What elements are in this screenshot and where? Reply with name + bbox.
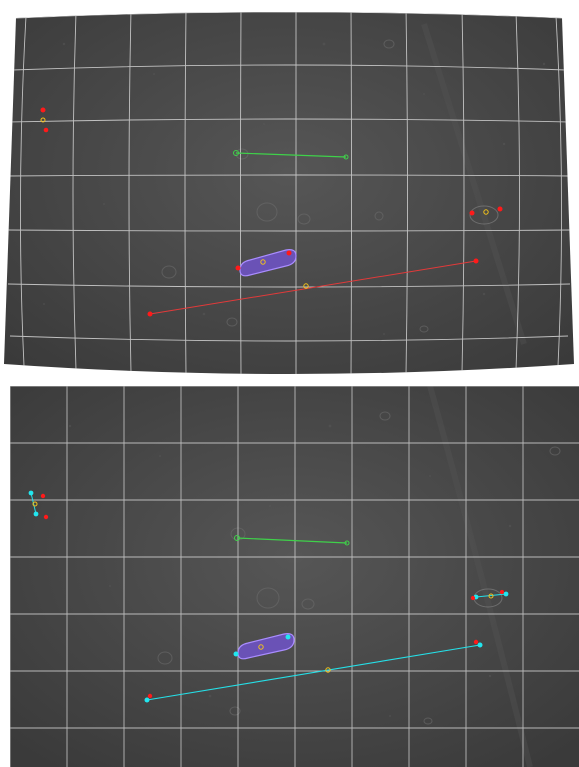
target-right[interactable] bbox=[470, 588, 509, 608]
keypoint-marker-icon bbox=[503, 591, 509, 597]
keypoint-marker-icon bbox=[43, 127, 49, 133]
keypoint-marker-icon bbox=[147, 311, 153, 317]
calibration-grid-distorted bbox=[6, 12, 572, 374]
floor-speckle bbox=[68, 424, 512, 717]
keypoint-marker-icon bbox=[470, 595, 476, 601]
measurement-line-cyan bbox=[144, 639, 483, 703]
keypoint-marker-icon bbox=[477, 642, 483, 648]
keypoint-marker-icon bbox=[469, 210, 475, 216]
floor-surface bbox=[10, 386, 579, 767]
target-left[interactable] bbox=[40, 107, 49, 133]
centroid-icon bbox=[325, 667, 331, 673]
object-capsule-icon[interactable] bbox=[233, 633, 295, 660]
keypoint-marker-icon bbox=[40, 107, 46, 113]
centroid-icon bbox=[483, 209, 489, 215]
target-left[interactable] bbox=[28, 490, 49, 520]
keypoint-marker-icon bbox=[285, 634, 291, 640]
keypoint-marker-icon bbox=[473, 639, 479, 645]
keypoint-marker-icon bbox=[473, 258, 479, 264]
keypoint-marker-icon bbox=[40, 493, 46, 499]
keypoint-marker-icon bbox=[144, 697, 150, 703]
keypoint-marker-icon bbox=[233, 651, 239, 657]
floor-speckle bbox=[43, 42, 546, 335]
keypoint-marker-icon bbox=[235, 265, 241, 271]
keypoint-marker-icon bbox=[28, 490, 34, 496]
keypoint-marker-icon bbox=[33, 511, 39, 517]
undistorted-camera-canvas bbox=[10, 386, 579, 767]
keypoint-marker-icon bbox=[497, 206, 503, 212]
target-right[interactable] bbox=[469, 205, 503, 225]
measurement-line-red bbox=[147, 258, 479, 317]
floor-streak bbox=[427, 386, 533, 767]
undistorted-camera-panel bbox=[10, 386, 579, 767]
centroid-icon bbox=[488, 593, 494, 599]
calibration-grid-undistorted bbox=[10, 386, 579, 767]
guide-line-green bbox=[234, 535, 350, 546]
object-capsule-icon[interactable] bbox=[235, 249, 297, 277]
distorted-camera-panel bbox=[4, 4, 574, 380]
guide-line-green bbox=[233, 150, 349, 160]
centroid-icon bbox=[40, 117, 46, 123]
centroid-icon bbox=[303, 283, 309, 289]
centroid-icon bbox=[32, 501, 38, 507]
distorted-camera-canvas bbox=[4, 12, 574, 374]
keypoint-marker-icon bbox=[499, 589, 505, 595]
keypoint-marker-icon bbox=[147, 693, 153, 699]
floor-surface bbox=[4, 12, 574, 374]
keypoint-marker-icon bbox=[43, 514, 49, 520]
keypoint-marker-icon bbox=[286, 250, 292, 256]
